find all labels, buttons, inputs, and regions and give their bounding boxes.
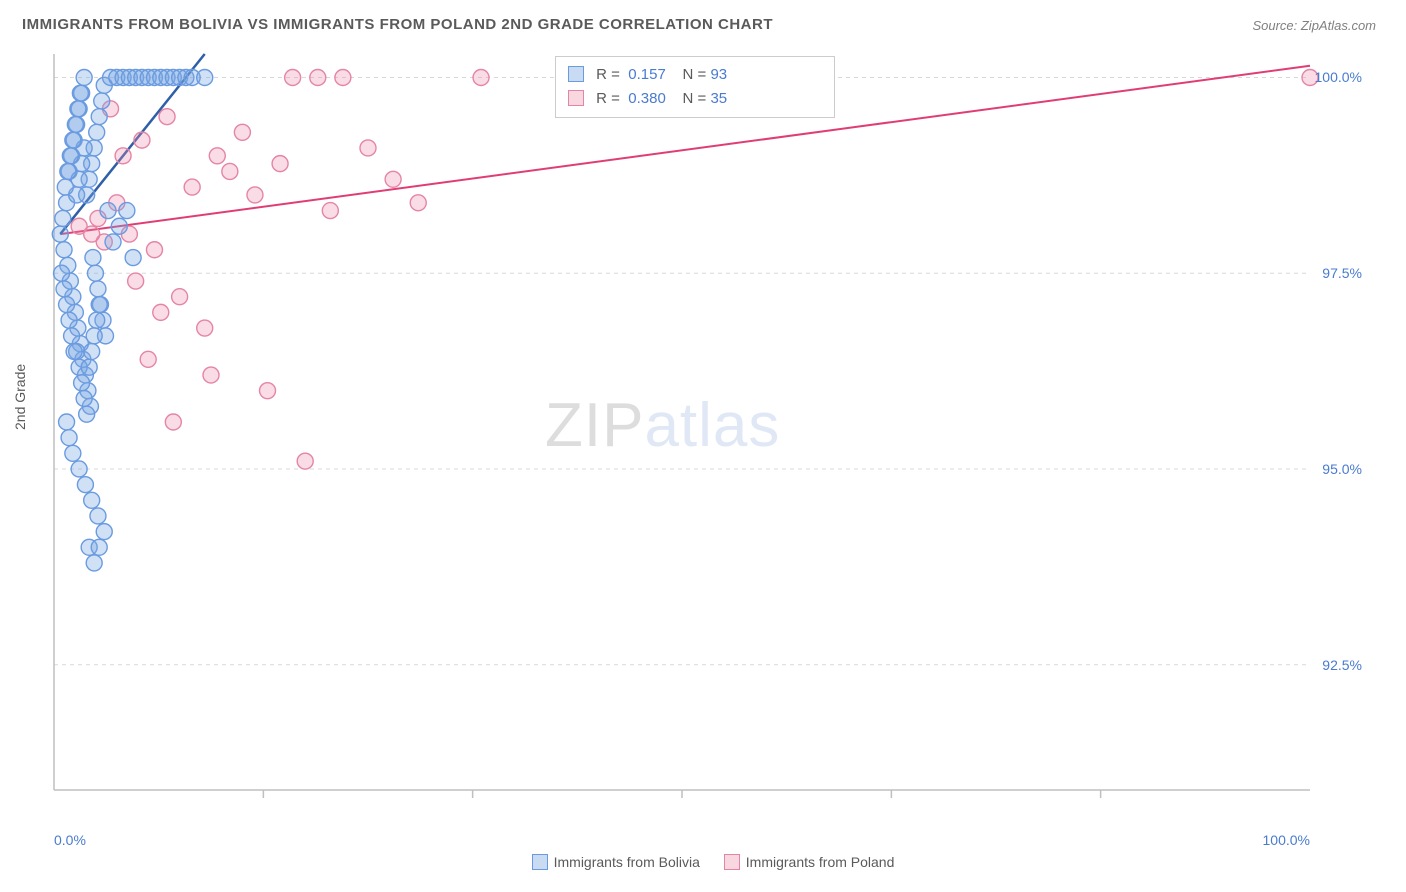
stats-row-bolivia: R = 0.157 N = 93 [568,63,822,87]
y-tick-label: 100.0% [1315,69,1362,85]
poland-swatch-icon [568,90,584,106]
bolivia-swatch-icon [568,66,584,82]
x-tick-label: 0.0% [54,832,86,848]
n-label: N = [683,66,707,83]
y-tick-label: 97.5% [1322,265,1362,281]
bolivia-r-value: 0.157 [628,66,666,83]
legend-bottom: Immigrants from Bolivia Immigrants from … [0,854,1406,870]
x-tick-label: 100.0% [1263,832,1310,848]
correlation-stats-box: R = 0.157 N = 93 R = 0.380 N = 35 [555,56,835,118]
y-tick-label: 95.0% [1322,461,1362,477]
legend-bolivia-label: Immigrants from Bolivia [554,854,700,870]
r-label: R = [596,66,620,83]
legend-bolivia-swatch-icon [532,854,548,870]
chart-plot-area: ZIPatlas R = 0.157 N = 93 R = 0.380 N = … [50,50,1370,820]
stats-row-poland: R = 0.380 N = 35 [568,87,822,111]
poland-n-value: 35 [710,90,727,107]
y-axis-label: 2nd Grade [12,364,28,430]
n-label: N = [683,90,707,107]
chart-title: IMMIGRANTS FROM BOLIVIA VS IMMIGRANTS FR… [22,16,773,33]
scatter-plot-svg [50,50,1370,820]
source-attribution: Source: ZipAtlas.com [1252,18,1376,33]
legend-poland-swatch-icon [724,854,740,870]
bolivia-n-value: 93 [710,66,727,83]
legend-poland-label: Immigrants from Poland [746,854,895,870]
poland-r-value: 0.380 [628,90,666,107]
y-tick-label: 92.5% [1322,657,1362,673]
r-label: R = [596,90,620,107]
